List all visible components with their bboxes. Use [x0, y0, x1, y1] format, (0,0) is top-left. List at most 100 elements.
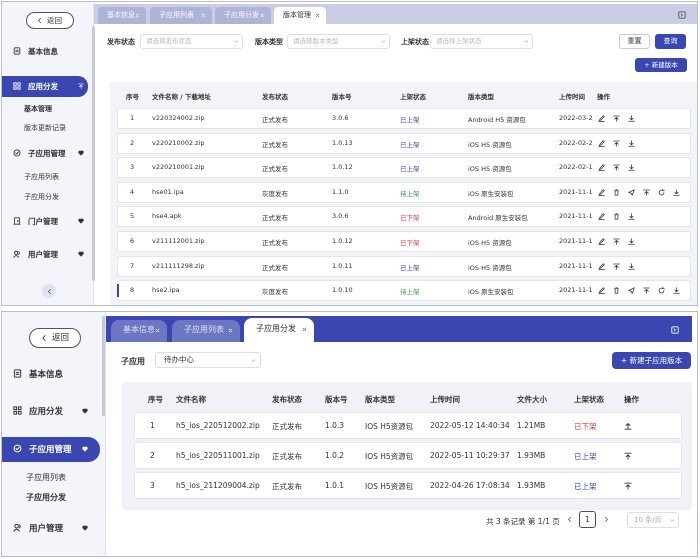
- menu-item[interactable]: 应用分发: [29, 407, 64, 417]
- collapse-button[interactable]: [42, 284, 56, 298]
- expand-icon: [671, 326, 679, 334]
- table-row: [134, 412, 682, 439]
- action-icon: [628, 238, 635, 245]
- menu-icon: [13, 149, 21, 157]
- submenu-item[interactable]: 子应用分发: [24, 193, 59, 201]
- select-arrow: [381, 40, 386, 43]
- scrollbar: [92, 26, 95, 281]
- scrollbar: [102, 316, 105, 416]
- table-cell: v211112001.zip: [152, 237, 205, 245]
- status-text: 已下架: [400, 214, 420, 223]
- status-text: 已上架: [574, 482, 597, 491]
- table-cell: 正式发布: [262, 239, 288, 247]
- submenu-item[interactable]: 子应用列表: [26, 473, 66, 482]
- submenu-item[interactable]: 基本管理: [24, 105, 52, 113]
- reset-button[interactable]: 重置: [619, 34, 650, 49]
- table-cell: iOS H5 资源包: [468, 239, 512, 247]
- action-icon: [614, 287, 619, 294]
- table-header: 操作: [597, 93, 610, 101]
- menu-icon: [13, 217, 21, 225]
- table-cell: 4: [130, 187, 135, 196]
- menu-arrow: [82, 408, 88, 414]
- filter-label: 上架状态: [401, 38, 429, 46]
- new-subapp-version-button[interactable]: + 新建子应用版本: [612, 352, 691, 369]
- menu-item[interactable]: 用户管理: [29, 524, 64, 534]
- table-cell: v220210002.zip: [152, 138, 205, 147]
- filter-select[interactable]: 请选择发布状态: [140, 34, 243, 49]
- tab[interactable]: 基本信息: [111, 320, 167, 342]
- action-icon: [613, 238, 620, 245]
- action-icon: [628, 213, 635, 221]
- action-icon: [628, 115, 635, 122]
- status-text: 已上架: [400, 116, 420, 124]
- table-cell: 5: [130, 212, 135, 221]
- status-text: 已上架: [400, 165, 420, 174]
- table-header: 操作: [624, 395, 639, 404]
- back-button[interactable]: 返回: [26, 12, 74, 29]
- table-cell: 2: [130, 138, 135, 147]
- action-icon: [628, 262, 635, 270]
- menu-icon: [13, 369, 22, 378]
- pagination-summary: 共 3 条记录 第 1/1 页: [486, 517, 560, 526]
- table-cell: 1.1.0: [332, 187, 349, 196]
- table-cell: 1.0.10: [332, 286, 353, 295]
- tab[interactable]: 子应用分发: [215, 7, 271, 24]
- table-cell: 正式发布: [272, 482, 302, 491]
- action-icon: [598, 139, 605, 147]
- action-icon: [643, 189, 650, 196]
- new-version-button[interactable]: + 新建版本: [635, 58, 687, 72]
- table-cell: iOS H5 资源包: [468, 263, 512, 272]
- table-row: [117, 181, 691, 203]
- action-icon: [658, 188, 665, 196]
- bottom-screen: 返回 基本信息 应用分发 子应用管理 子应用列表 子应用分发 用户管理 基本信息 子应用列表 子应…: [1, 311, 698, 557]
- filter-select[interactable]: 待办中心: [155, 352, 261, 368]
- status-text: 待上架: [400, 189, 420, 198]
- table-row: [117, 231, 691, 252]
- query-button[interactable]: 查询: [655, 34, 686, 49]
- menu-item[interactable]: 子应用管理: [29, 445, 72, 455]
- menu-item[interactable]: 应用分发: [28, 82, 58, 91]
- submenu-item[interactable]: 版本更新记录: [24, 124, 66, 132]
- tab[interactable]: 子应用列表: [150, 7, 212, 24]
- table-cell: 6: [130, 237, 135, 245]
- tab[interactable]: 子应用列表: [172, 320, 240, 342]
- tab[interactable]: 版本管理: [274, 7, 326, 24]
- table-cell: 3: [130, 163, 135, 172]
- table-row: [117, 132, 691, 154]
- menu-item[interactable]: 子应用管理: [28, 149, 66, 158]
- menu-item[interactable]: 用户管理: [28, 250, 58, 259]
- table-row: [117, 206, 691, 228]
- submenu-item[interactable]: 子应用列表: [24, 173, 59, 181]
- menu-icon: [13, 406, 22, 415]
- table-cell: iOS 原生安装包: [468, 288, 514, 297]
- next-page[interactable]: [600, 512, 614, 528]
- tab[interactable]: 基本信息: [98, 7, 146, 24]
- page-size-select[interactable]: 10 条/页: [627, 512, 679, 528]
- back-button[interactable]: 返回: [29, 328, 81, 348]
- table-cell: 2022-03-2: [559, 114, 593, 122]
- table-cell: iOS H5 资源包: [468, 140, 512, 149]
- table-cell: 3.0.6: [332, 212, 349, 221]
- menu-active-bg: [2, 76, 88, 97]
- table-cell: IOS H5资源包: [365, 452, 414, 461]
- table-cell: 2021-11-1: [559, 261, 593, 270]
- menu-item[interactable]: 基本信息: [29, 370, 64, 380]
- submenu-item[interactable]: 子应用分发: [26, 493, 66, 502]
- action-icon: [673, 287, 680, 294]
- filter-select[interactable]: 请选择版本类型: [287, 34, 390, 49]
- collapse-icon: [47, 288, 51, 294]
- action-icon: [624, 452, 632, 460]
- table-header: 上架状态: [574, 395, 604, 404]
- tab[interactable]: 子应用分发: [244, 318, 314, 342]
- filter-select[interactable]: 请选择上架状态: [430, 34, 533, 49]
- menu-item[interactable]: 门户管理: [28, 217, 58, 226]
- table-cell: 2021-11-1: [559, 237, 593, 245]
- table-cell: 3: [150, 481, 155, 490]
- prev-page[interactable]: [563, 512, 577, 528]
- table-header: 文件大小: [517, 395, 547, 404]
- filter-label: 发布状态: [107, 38, 135, 46]
- menu-item[interactable]: 基本信息: [28, 47, 58, 56]
- filter-label: 版本类型: [255, 38, 283, 46]
- page-number[interactable]: 1: [579, 511, 596, 528]
